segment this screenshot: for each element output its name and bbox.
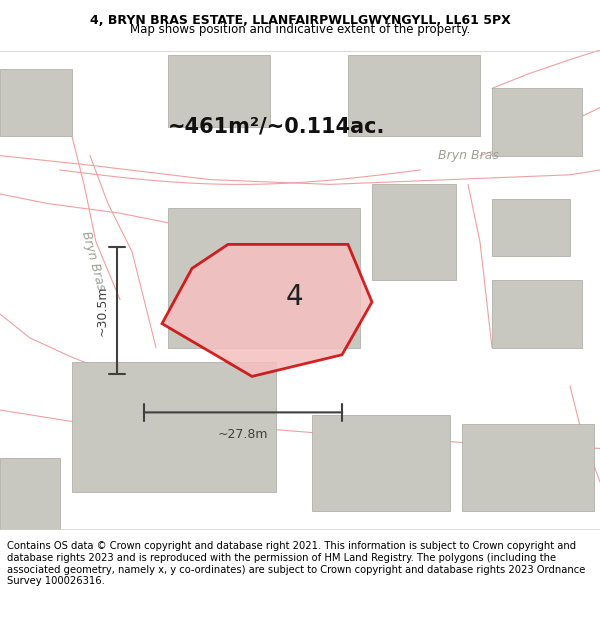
Polygon shape bbox=[162, 244, 372, 376]
Polygon shape bbox=[492, 199, 570, 256]
Polygon shape bbox=[462, 424, 594, 511]
Polygon shape bbox=[312, 415, 450, 511]
Polygon shape bbox=[372, 184, 456, 281]
Polygon shape bbox=[492, 88, 582, 156]
Text: Contains OS data © Crown copyright and database right 2021. This information is : Contains OS data © Crown copyright and d… bbox=[7, 541, 586, 586]
Polygon shape bbox=[72, 362, 276, 492]
Polygon shape bbox=[0, 458, 60, 530]
Text: Bryn Bras: Bryn Bras bbox=[437, 149, 499, 162]
Text: Bryn Bras: Bryn Bras bbox=[79, 230, 107, 292]
Text: Map shows position and indicative extent of the property.: Map shows position and indicative extent… bbox=[130, 23, 470, 36]
Polygon shape bbox=[492, 281, 582, 348]
Polygon shape bbox=[168, 55, 270, 127]
Polygon shape bbox=[168, 208, 360, 348]
Text: 4, BRYN BRAS ESTATE, LLANFAIRPWLLGWYNGYLL, LL61 5PX: 4, BRYN BRAS ESTATE, LLANFAIRPWLLGWYNGYL… bbox=[89, 14, 511, 27]
Polygon shape bbox=[0, 69, 72, 136]
Text: ~461m²/~0.114ac.: ~461m²/~0.114ac. bbox=[168, 117, 385, 137]
Text: 4: 4 bbox=[286, 283, 304, 311]
Polygon shape bbox=[348, 55, 480, 136]
Text: ~27.8m: ~27.8m bbox=[218, 428, 268, 441]
Text: ~30.5m: ~30.5m bbox=[95, 285, 109, 336]
